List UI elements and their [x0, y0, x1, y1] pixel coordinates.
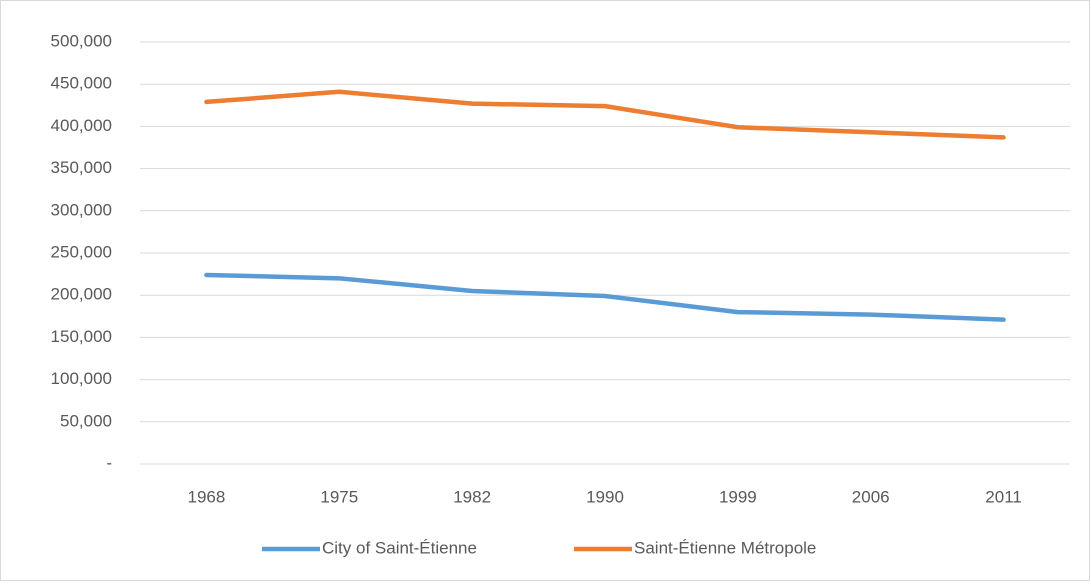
legend-label: City of Saint-Étienne: [322, 538, 477, 557]
x-tick-label: 2011: [985, 487, 1022, 506]
y-tick-label: 50,000: [60, 411, 112, 430]
line-series: [204, 272, 1006, 322]
y-tick-label: 450,000: [51, 74, 112, 93]
y-tick-label: 400,000: [51, 116, 112, 135]
y-tick-label: 350,000: [51, 158, 112, 177]
line-series: [204, 89, 1006, 140]
y-tick-label: 200,000: [51, 285, 112, 304]
legend-label: Saint-Étienne Métropole: [634, 538, 816, 557]
y-tick-label: 250,000: [51, 242, 112, 261]
x-tick-label: 1982: [453, 487, 491, 506]
y-tick-label: 500,000: [51, 31, 112, 50]
x-tick-label: 1975: [320, 487, 358, 506]
x-tick-label: 1968: [188, 487, 226, 506]
y-tick-label: 150,000: [51, 327, 112, 346]
y-tick-label: 100,000: [51, 369, 112, 388]
x-tick-label: 2006: [852, 487, 890, 506]
y-tick-label: -: [106, 453, 112, 472]
x-tick-label: 1999: [719, 487, 757, 506]
y-tick-label: 300,000: [51, 200, 112, 219]
x-tick-label: 1990: [586, 487, 624, 506]
